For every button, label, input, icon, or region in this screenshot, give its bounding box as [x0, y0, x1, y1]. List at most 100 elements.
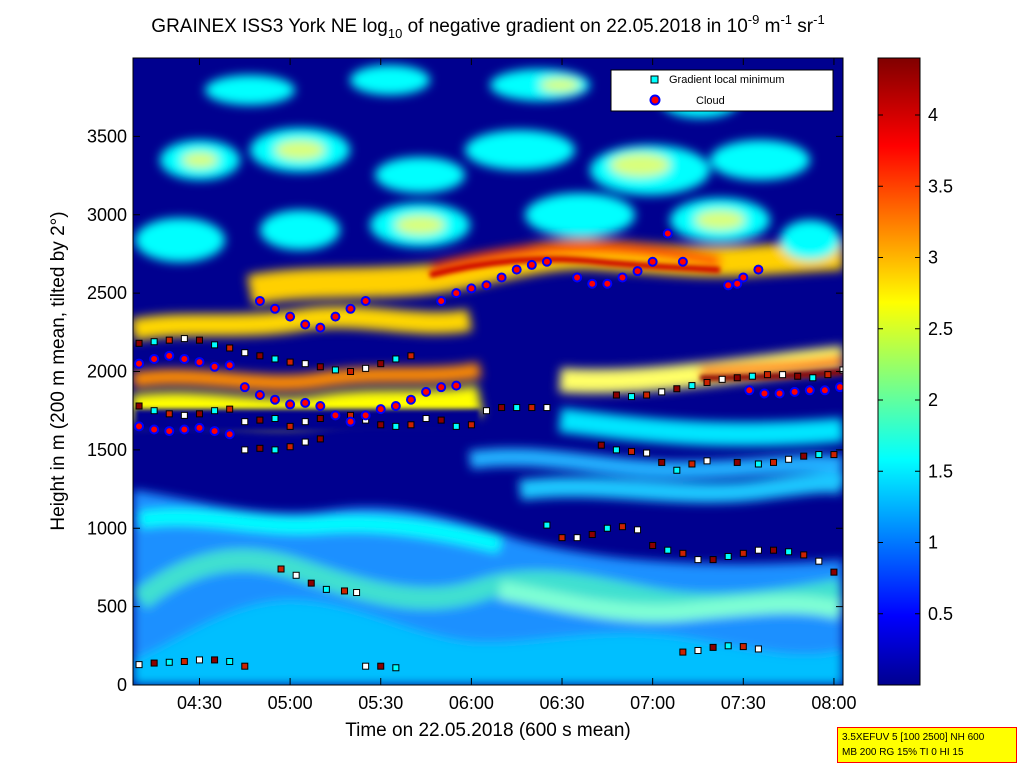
gradient-minimum-marker [709, 556, 717, 564]
cloud-marker [330, 311, 341, 322]
gradient-minimum-marker [241, 418, 249, 426]
gradient-minimum-marker [241, 349, 249, 357]
cloud-marker [315, 400, 326, 411]
cloud-marker [744, 385, 755, 396]
gradient-minimum-marker [292, 571, 300, 579]
gradient-minimum-marker [688, 382, 696, 390]
gradient-minimum-marker [694, 556, 702, 564]
cloud-marker [526, 259, 537, 270]
gradient-minimum-marker [135, 402, 143, 410]
cloud-marker [194, 422, 205, 433]
gradient-minimum-marker [694, 647, 702, 655]
gradient-minimum-marker [718, 375, 726, 383]
processing-info-line-1: 3.5XEFUV 5 [100 2500] NH 600 [842, 732, 985, 743]
gradient-minimum-marker [353, 589, 361, 597]
gradient-minimum-marker [340, 587, 348, 595]
gradient-minimum-marker [597, 441, 605, 449]
cloud-marker [239, 382, 250, 393]
legend-box [610, 69, 834, 112]
legend-marker-minimum [650, 75, 659, 84]
gradient-minimum-marker [277, 565, 285, 573]
gradient-minimum-marker [664, 546, 672, 554]
cloud-marker [834, 382, 843, 393]
cloud-marker [134, 358, 145, 369]
gradient-minimum-marker [846, 582, 852, 588]
gradient-minimum-marker [628, 393, 636, 401]
x-tick-label: 07:00 [630, 693, 675, 713]
cloud-marker [405, 394, 416, 405]
gradient-minimum-marker [286, 443, 294, 451]
gradient-minimum-marker [824, 371, 832, 379]
gradient-minimum-marker [211, 407, 219, 415]
gradient-minimum-marker [165, 336, 173, 344]
cloud-marker [723, 280, 734, 291]
gradient-minimum-marker [407, 352, 415, 360]
gradient-minimum-marker [150, 338, 158, 346]
colorbar-tick-label: 2.5 [928, 319, 953, 339]
cloud-marker [677, 256, 688, 267]
y-tick-label: 1500 [87, 440, 127, 460]
gradient-minimum-marker [794, 372, 802, 380]
gradient-minimum-marker [482, 407, 490, 415]
y-axis-label: Height in m (200 m mean, tilted by 2°) [48, 211, 69, 530]
gradient-minimum-marker [377, 662, 385, 670]
gradient-minimum-marker [800, 551, 808, 559]
cloud-marker [436, 382, 447, 393]
cloud-marker [732, 278, 743, 289]
gradient-minimum-marker [241, 662, 249, 670]
gradient-minimum-marker [135, 661, 143, 669]
cloud-marker [270, 394, 280, 405]
y-tick-label: 2000 [87, 362, 127, 382]
gradient-minimum-marker [679, 549, 687, 557]
gradient-minimum-marker [362, 364, 370, 372]
gradient-minimum-marker [271, 415, 279, 423]
gradient-minimum-marker [165, 410, 173, 418]
cloud-marker [496, 272, 507, 283]
gradient-minimum-marker [754, 546, 762, 554]
colorbar-tick-label: 1 [928, 533, 938, 553]
cloud-marker [330, 410, 341, 421]
processing-info-line-2: MB 200 RG 15% TI 0 HI 15 [842, 747, 964, 758]
gradient-minimum-marker [180, 657, 188, 665]
colorbar-tick-label: 3 [928, 248, 938, 268]
gradient-minimum-marker [307, 579, 315, 587]
x-axis: 04:30 05:00 05:30 06:00 06:30 07:00 07:30 08:00 [177, 58, 856, 713]
cloud-marker [602, 278, 613, 289]
y-axis: 0 500 1000 1500 2000 2500 3000 3500 [87, 126, 843, 695]
gradient-minimum-marker [180, 335, 188, 343]
gradient-minimum-marker [754, 645, 762, 653]
colorbar-axis: 0.5 1 1.5 2 2.5 3 3.5 4 [878, 105, 953, 624]
gradient-minimum-marker [658, 458, 666, 466]
cloud-marker [866, 368, 874, 376]
gradient-minimum-marker [733, 458, 741, 466]
gradient-minimum-marker [634, 526, 642, 534]
gradient-minimum-marker [513, 404, 521, 412]
legend-label-cloud: Cloud [696, 95, 725, 107]
gradient-minimum-marker [739, 549, 747, 557]
gradient-minimum-marker [763, 371, 771, 379]
gradient-minimum-marker [362, 662, 370, 670]
y-tick-label: 500 [97, 597, 127, 617]
gradient-minimum-marker [165, 658, 173, 666]
gradient-minimum-marker [347, 368, 355, 375]
gradient-minimum-marker [861, 593, 867, 599]
gradient-minimum-marker [422, 415, 430, 423]
x-tick-label: 04:30 [177, 693, 222, 713]
gradient-minimum-marker [649, 541, 657, 549]
gradient-minimum-marker [195, 410, 203, 418]
cloud-marker [149, 353, 160, 364]
gradient-minimum-marker [256, 444, 264, 452]
cloud-marker [617, 272, 628, 283]
gradient-minimum-marker [830, 568, 838, 576]
cloud-marker [209, 361, 220, 372]
cloud-marker [224, 360, 235, 371]
x-axis-label: Time on 22.05.2018 (600 s mean) [345, 720, 631, 741]
cloud-marker [819, 385, 830, 396]
legend-label-minimum: Gradient local minimum [669, 74, 785, 86]
colorbar-tick-label: 4 [928, 105, 938, 125]
cloud-marker [300, 397, 311, 408]
gradient-minimum-marker [316, 435, 324, 443]
gradient-minimum-marker [628, 447, 636, 455]
gradient-minimum-marker [679, 648, 687, 656]
